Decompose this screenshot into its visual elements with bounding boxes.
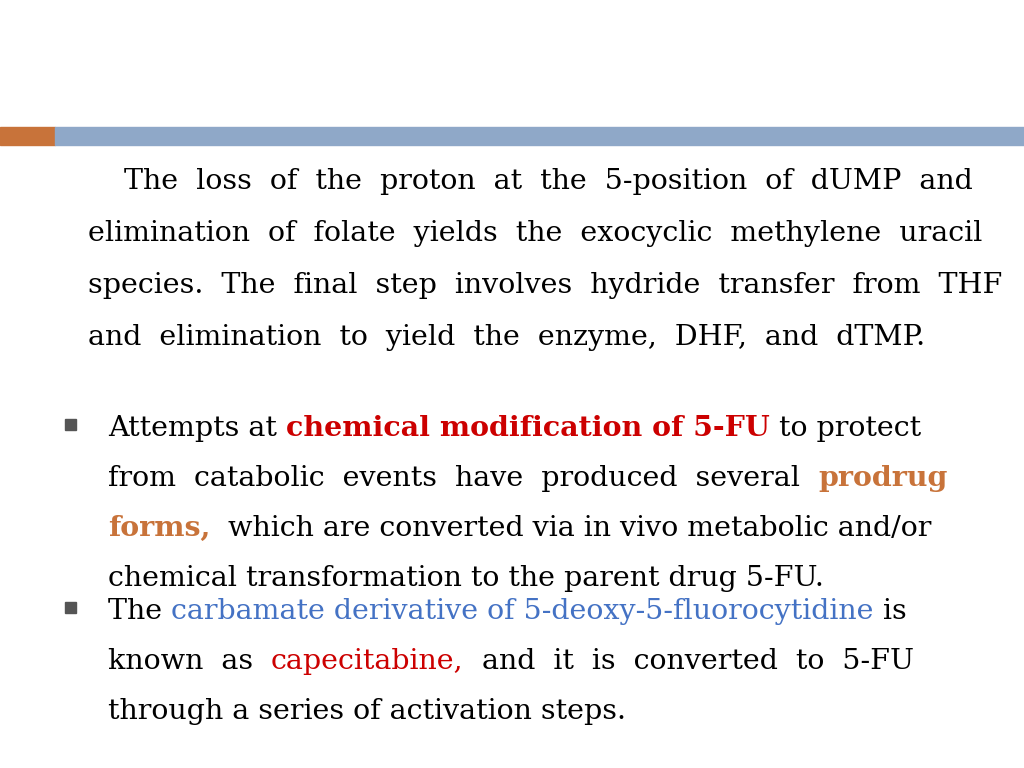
Text: carbamate derivative of 5-deoxy-5-fluorocytidine: carbamate derivative of 5-deoxy-5-fluoro… xyxy=(171,598,873,625)
Text: and  it  is  converted  to  5-FU: and it is converted to 5-FU xyxy=(464,648,913,675)
Text: Attempts at: Attempts at xyxy=(108,415,286,442)
Text: known  as: known as xyxy=(108,648,271,675)
Text: to protect: to protect xyxy=(770,415,921,442)
Text: prodrug: prodrug xyxy=(818,465,947,492)
Text: and  elimination  to  yield  the  enzyme,  DHF,  and  dTMP.: and elimination to yield the enzyme, DHF… xyxy=(88,324,925,351)
Text: which are converted via in vivo metabolic and/or: which are converted via in vivo metaboli… xyxy=(210,515,932,542)
Text: chemical transformation to the parent drug 5-FU.: chemical transformation to the parent dr… xyxy=(108,565,824,592)
Bar xyxy=(65,602,76,613)
Bar xyxy=(65,419,76,430)
Bar xyxy=(55,127,1024,145)
Text: forms,: forms, xyxy=(108,515,210,542)
Text: chemical modification of 5-FU: chemical modification of 5-FU xyxy=(286,415,770,442)
Text: elimination  of  folate  yields  the  exocyclic  methylene  uracil: elimination of folate yields the exocycl… xyxy=(88,220,982,247)
Text: is: is xyxy=(873,598,906,625)
Text: through a series of activation steps.: through a series of activation steps. xyxy=(108,698,626,725)
Text: from  catabolic  events  have  produced  several: from catabolic events have produced seve… xyxy=(108,465,818,492)
Text: The  loss  of  the  proton  at  the  5-position  of  dUMP  and: The loss of the proton at the 5-position… xyxy=(88,168,973,195)
Text: species.  The  final  step  involves  hydride  transfer  from  THF: species. The final step involves hydride… xyxy=(88,272,1002,299)
Text: The: The xyxy=(108,598,171,625)
Bar xyxy=(0,127,55,145)
Text: capecitabine,: capecitabine, xyxy=(271,648,464,675)
